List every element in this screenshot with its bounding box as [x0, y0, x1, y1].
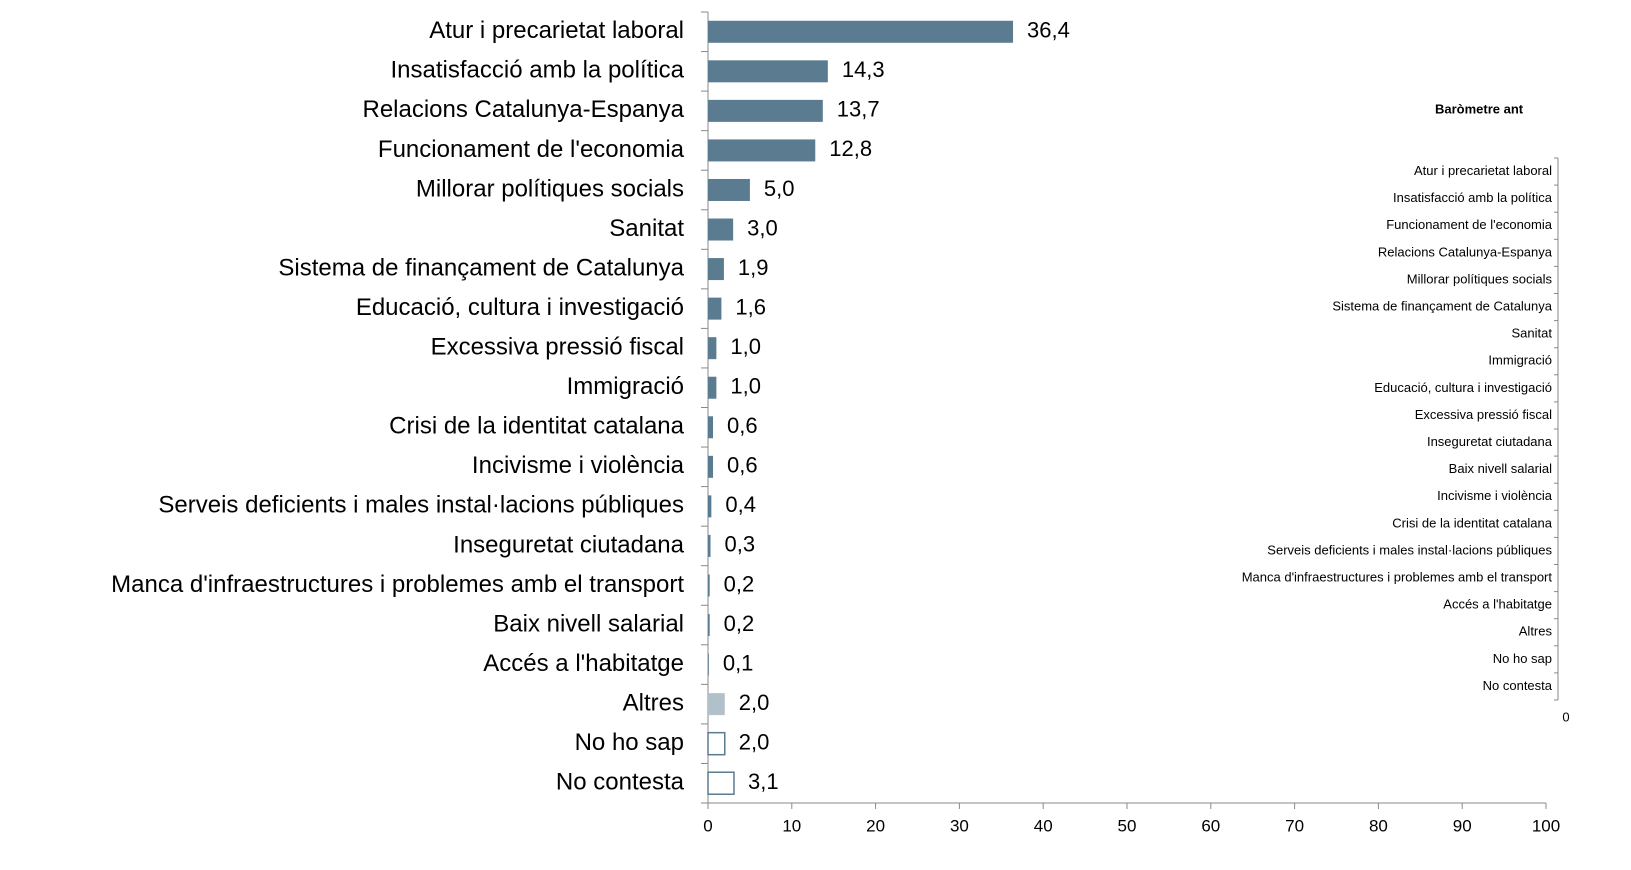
- bar: [708, 614, 710, 637]
- value-label: 0,2: [724, 611, 755, 636]
- category-label: Altres: [1519, 624, 1553, 639]
- x-tick-label: 70: [1285, 816, 1304, 835]
- category-label: Crisi de la identitat catalana: [389, 413, 684, 440]
- category-label: Atur i precarietat laboral: [429, 17, 684, 44]
- bar: [708, 376, 717, 399]
- category-label: Baix nivell salarial: [493, 610, 684, 637]
- bar: [708, 218, 734, 241]
- category-label: Relacions Catalunya-Espanya: [362, 96, 684, 123]
- x-tick-label: 20: [866, 816, 885, 835]
- bar: [708, 416, 714, 439]
- value-label: 0,6: [727, 453, 758, 478]
- x-tick-label: 30: [950, 816, 969, 835]
- bar: [708, 337, 717, 360]
- value-label: 0,4: [725, 492, 756, 517]
- x-tick-label: 10: [782, 816, 801, 835]
- category-label: Funcionament de l'economia: [1386, 217, 1553, 232]
- value-label: 3,1: [748, 769, 779, 794]
- category-label: Serveis deficients i males instal·lacion…: [158, 492, 684, 519]
- bar: [708, 653, 709, 676]
- x-tick-label: 40: [1034, 816, 1053, 835]
- category-label: No ho sap: [575, 729, 684, 756]
- category-label: Excessiva pressió fiscal: [1415, 407, 1552, 422]
- category-label: Accés a l'habitatge: [1443, 597, 1552, 612]
- x-tick-label: 0: [703, 816, 712, 835]
- category-label: No contesta: [1483, 678, 1553, 693]
- category-label: Sanitat: [609, 215, 684, 242]
- category-label: Millorar polítiques socials: [416, 175, 684, 202]
- value-label: 5,0: [764, 176, 795, 201]
- value-label: 0,6: [727, 413, 758, 438]
- category-label: Accés a l'habitatge: [483, 650, 684, 677]
- category-label: Altres: [623, 689, 684, 716]
- category-label: Immigració: [1488, 353, 1552, 368]
- bar: [708, 574, 710, 597]
- bar: [707, 731, 726, 756]
- x-tick-label: 0: [1562, 709, 1569, 724]
- value-label: 1,9: [738, 255, 769, 280]
- x-tick-label: 60: [1201, 816, 1220, 835]
- category-label: Excessiva pressió fiscal: [431, 334, 684, 361]
- category-label: Millorar polítiques socials: [1407, 271, 1553, 286]
- value-label: 1,6: [735, 294, 766, 319]
- bar: [708, 60, 828, 83]
- category-label: Inseguretat ciutadana: [1427, 434, 1553, 449]
- category-label: Atur i precarietat laboral: [1414, 163, 1552, 178]
- category-label: Funcionament de l'economia: [378, 136, 685, 163]
- bar: [708, 139, 816, 162]
- category-label: Sistema de finançament de Catalunya: [278, 254, 684, 281]
- value-label: 1,0: [730, 374, 761, 399]
- bar: [708, 178, 750, 201]
- bar: [708, 99, 823, 122]
- category-label: Incivisme i violència: [472, 452, 685, 479]
- category-label: Educació, cultura i investigació: [356, 294, 684, 321]
- bar: [708, 20, 1014, 43]
- category-label: Manca d'infraestructures i problemes amb…: [111, 571, 684, 598]
- value-label: 12,8: [829, 136, 872, 161]
- chart-title: Baròmetre ant: [1435, 101, 1524, 116]
- category-label: Immigració: [567, 373, 684, 400]
- category-label: Sistema de finançament de Catalunya: [1332, 298, 1552, 313]
- category-label: Inseguretat ciutadana: [453, 531, 684, 558]
- category-label: Insatisfacció amb la política: [391, 57, 685, 84]
- category-label: Crisi de la identitat catalana: [1392, 515, 1552, 530]
- x-tick-label: 80: [1369, 816, 1388, 835]
- x-tick-label: 100: [1532, 816, 1560, 835]
- category-label: Relacions Catalunya-Espanya: [1378, 244, 1553, 259]
- category-label: Serveis deficients i males instal·lacion…: [1267, 542, 1552, 557]
- value-label: 1,0: [730, 334, 761, 359]
- x-tick-label: 90: [1453, 816, 1472, 835]
- category-label: Baix nivell salarial: [1449, 461, 1552, 476]
- value-label: 3,0: [747, 215, 778, 240]
- value-label: 0,2: [724, 571, 755, 596]
- value-label: 36,4: [1027, 18, 1070, 43]
- category-label: Educació, cultura i investigació: [1374, 380, 1552, 395]
- category-label: Manca d'infraestructures i problemes amb…: [1242, 569, 1553, 584]
- category-label: Sanitat: [1512, 326, 1553, 341]
- value-label: 2,0: [739, 729, 770, 754]
- value-label: 2,0: [739, 690, 770, 715]
- value-label: 13,7: [837, 97, 880, 122]
- category-label: No ho sap: [1493, 651, 1552, 666]
- category-label: Insatisfacció amb la política: [1393, 190, 1553, 205]
- bar: [708, 455, 714, 478]
- bar: [708, 534, 711, 557]
- x-tick-label: 50: [1118, 816, 1137, 835]
- category-label: No contesta: [556, 769, 685, 796]
- bar: [708, 297, 722, 320]
- value-label: 0,1: [723, 650, 754, 675]
- category-label: Incivisme i violència: [1437, 488, 1553, 503]
- bar: [708, 258, 724, 281]
- value-label: 14,3: [842, 57, 885, 82]
- bar: [708, 693, 725, 716]
- value-label: 0,3: [725, 532, 756, 557]
- bar: [707, 771, 735, 795]
- bar: [708, 495, 712, 518]
